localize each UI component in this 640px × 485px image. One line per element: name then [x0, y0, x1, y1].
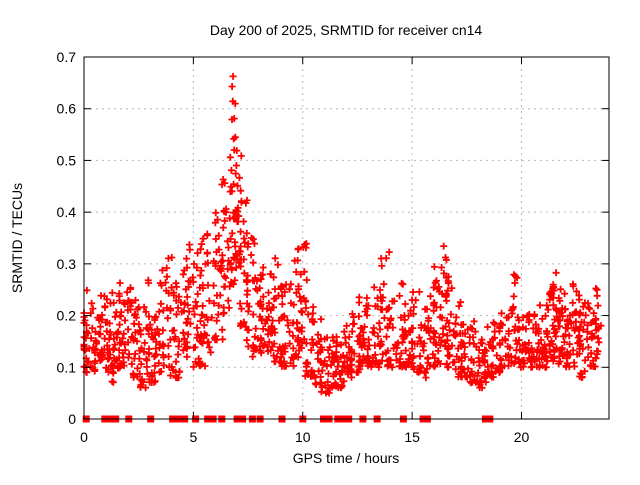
y-tick-label: 0.1	[57, 359, 77, 375]
y-tick-label: 0.5	[57, 152, 77, 168]
y-tick-labels: 0 0.1 0.2 0.3 0.4 0.5 0.6 0.7	[57, 49, 77, 427]
x-tick-label: 10	[295, 429, 311, 445]
x-tick-labels: 0 5 10 15 20	[80, 429, 529, 445]
y-tick-label: 0	[68, 411, 76, 427]
y-tick-label: 0.2	[57, 308, 77, 324]
y-tick-label: 0.3	[57, 256, 77, 272]
data-points	[80, 72, 605, 397]
plot-frame	[83, 56, 610, 420]
axis-ticks	[83, 56, 609, 420]
y-axis-label: SRMTID / TECUs	[9, 183, 25, 293]
y-tick-label: 0.7	[57, 49, 77, 65]
x-tick-label: 15	[404, 429, 420, 445]
x-tick-label: 20	[514, 429, 530, 445]
x-tick-label: 0	[80, 429, 88, 445]
x-tick-label: 5	[189, 429, 197, 445]
y-tick-label: 0.6	[57, 101, 77, 117]
scatter-series	[80, 72, 605, 397]
chart-title: Day 200 of 2025, SRMTID for receiver cn1…	[210, 22, 483, 38]
y-tick-label: 0.4	[57, 204, 77, 220]
x-axis-label: GPS time / hours	[293, 450, 400, 466]
